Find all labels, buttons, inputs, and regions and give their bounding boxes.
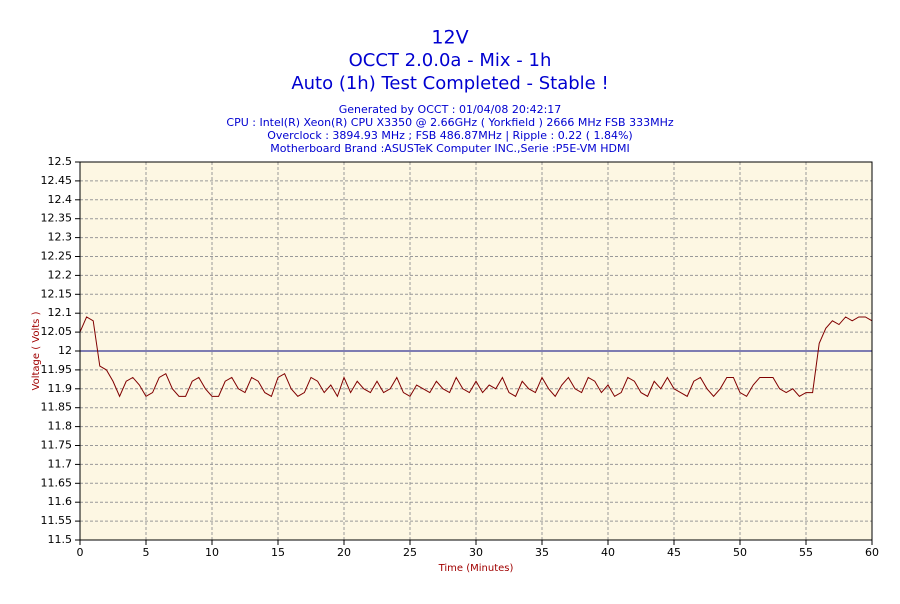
plot-border [79, 161, 873, 541]
y-tick-label: 12.05 [41, 325, 73, 338]
y-axis-label: Voltage ( Volts ) [31, 311, 42, 390]
x-tick-label: 30 [469, 546, 483, 559]
y-tick-label: 11.7 [48, 457, 73, 470]
info-line: CPU : Intel(R) Xeon(R) CPU X3350 @ 2.66G… [226, 116, 673, 129]
y-tick-label: 12.45 [41, 174, 73, 187]
x-axis-label: Time (Minutes) [438, 563, 514, 574]
x-tick-label: 20 [337, 546, 351, 559]
x-tick-label: 55 [799, 546, 813, 559]
y-tick-label: 11.6 [48, 495, 73, 508]
info-line: Overclock : 3894.93 MHz ; FSB 486.87MHz … [267, 129, 632, 142]
x-tick-label: 40 [601, 546, 615, 559]
y-tick-label: 11.75 [41, 439, 73, 452]
chart-title: 12V [431, 27, 468, 49]
y-tick-label: 12.4 [48, 193, 73, 206]
chart-subtitle: Auto (1h) Test Completed - Stable ! [291, 73, 608, 94]
y-tick-label: 11.5 [48, 533, 73, 546]
y-tick-label: 12.15 [41, 287, 73, 300]
info-line: Motherboard Brand :ASUSTeK Computer INC.… [270, 142, 629, 155]
y-tick-label: 11.95 [41, 363, 73, 376]
y-tick-label: 12.1 [48, 306, 73, 319]
y-tick-label: 11.55 [41, 514, 73, 527]
y-tick-label: 12.25 [41, 250, 73, 263]
y-tick-label: 11.8 [48, 420, 73, 433]
x-tick-label: 15 [271, 546, 285, 559]
x-tick-label: 10 [205, 546, 219, 559]
x-tick-label: 5 [143, 546, 150, 559]
y-tick-label: 12.2 [48, 268, 73, 281]
y-tick-label: 11.9 [48, 382, 73, 395]
y-tick-label: 11.65 [41, 476, 73, 489]
y-tick-label: 12.35 [41, 212, 73, 225]
info-line: Generated by OCCT : 01/04/08 20:42:17 [339, 103, 562, 116]
x-tick-label: 45 [667, 546, 681, 559]
y-tick-label: 12 [58, 344, 72, 357]
x-tick-label: 25 [403, 546, 417, 559]
y-tick-label: 11.85 [41, 401, 73, 414]
x-tick-label: 50 [733, 546, 747, 559]
y-tick-label: 12.5 [48, 155, 73, 168]
x-tick-label: 35 [535, 546, 549, 559]
x-tick-label: 60 [865, 546, 879, 559]
x-tick-label: 0 [77, 546, 84, 559]
data-line [79, 316, 873, 398]
chart-subtitle: OCCT 2.0.0a - Mix - 1h [349, 50, 552, 71]
y-tick-label: 12.3 [48, 231, 73, 244]
